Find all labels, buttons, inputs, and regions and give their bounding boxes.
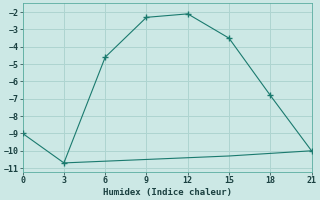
X-axis label: Humidex (Indice chaleur): Humidex (Indice chaleur) — [103, 188, 232, 197]
